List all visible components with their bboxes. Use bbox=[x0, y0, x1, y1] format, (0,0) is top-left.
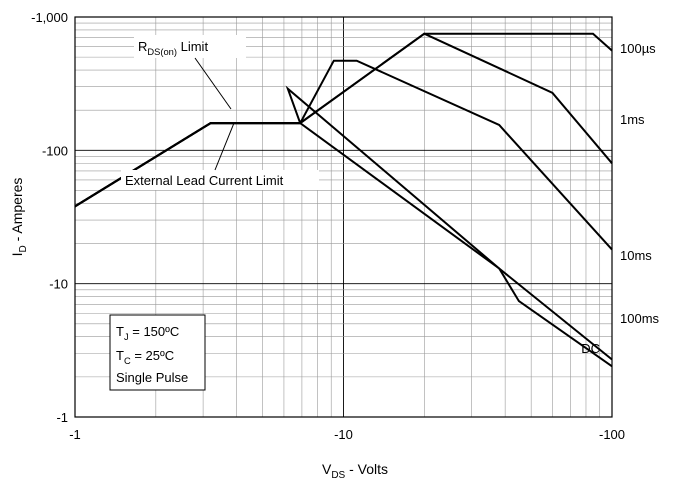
ext-label-bg bbox=[121, 170, 319, 190]
series-label: 10ms bbox=[620, 248, 652, 263]
grid bbox=[74, 17, 612, 418]
series-label: DC bbox=[581, 341, 600, 356]
series-line bbox=[74, 85, 613, 368]
x-tick-label: -1 bbox=[69, 427, 81, 442]
x-tick-label: -10 bbox=[334, 427, 353, 442]
plot-frame bbox=[74, 16, 613, 418]
tick-labels: -1 -10 -100 -1 -10 -100 -1,000 bbox=[31, 10, 625, 442]
y-axis-label: ID - Amperes bbox=[9, 178, 29, 257]
rds-label-bg bbox=[134, 35, 246, 58]
conditions-frame bbox=[109, 314, 206, 391]
rds-on-limit-label: RDS(on) Limit bbox=[138, 39, 208, 57]
y-tick-label: -100 bbox=[42, 143, 68, 158]
x-axis-label: VDS - Volts bbox=[322, 461, 388, 481]
series-label: 100µs bbox=[620, 41, 656, 56]
condition-text: TC = 25ºC bbox=[116, 348, 174, 366]
ext-leader-line bbox=[214, 122, 235, 171]
external-lead-current-limit-label: External Lead Current Limit bbox=[125, 173, 284, 188]
y-tick-label: -10 bbox=[49, 277, 68, 292]
series-lines bbox=[74, 32, 613, 368]
y-tick-label: -1 bbox=[56, 410, 68, 425]
series-labels: 100µs 1ms 10ms 100ms DC bbox=[581, 41, 659, 356]
series-label: 100ms bbox=[620, 311, 660, 326]
rds-leader-line bbox=[194, 57, 232, 110]
y-tick-label: -1,000 bbox=[31, 10, 68, 25]
condition-text: TJ = 150ºC bbox=[116, 324, 179, 342]
annotations: RDS(on) Limit External Lead Current Limit bbox=[121, 35, 319, 190]
series-label: 1ms bbox=[620, 112, 645, 127]
conditions-box: TJ = 150ºC TC = 25ºC Single Pulse bbox=[109, 314, 206, 391]
x-tick-label: -100 bbox=[599, 427, 625, 442]
condition-text: Single Pulse bbox=[116, 370, 188, 385]
